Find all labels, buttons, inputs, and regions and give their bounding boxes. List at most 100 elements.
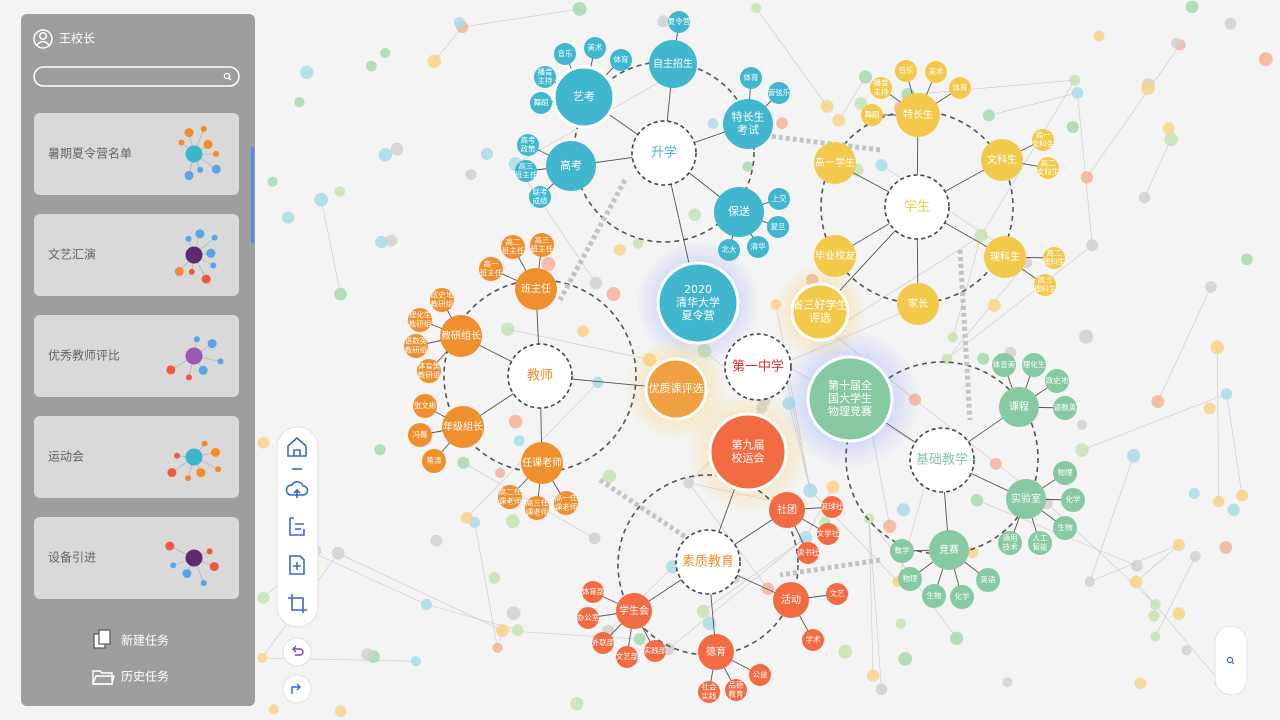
graph-node[interactable]: 高一学生: [814, 142, 856, 184]
zoom-search-button[interactable]: [1226, 656, 1235, 665]
graph-node[interactable]: 理科生: [984, 236, 1026, 278]
graph-node[interactable]: 物理: [1053, 461, 1077, 485]
graph-node[interactable]: 蒋涛: [422, 449, 446, 473]
graph-node[interactable]: 北大: [718, 239, 740, 261]
graph-node[interactable]: 篮球社: [821, 496, 844, 518]
graph-node[interactable]: 办公室: [577, 607, 600, 629]
add-file-button[interactable]: [289, 555, 305, 575]
graph-node[interactable]: 文科生: [981, 139, 1023, 181]
graph-node[interactable]: 音乐: [554, 43, 576, 65]
hub-node[interactable]: 素质教育: [675, 529, 741, 595]
graph-node[interactable]: 体育: [610, 49, 632, 71]
graph-node[interactable]: 化学: [950, 585, 974, 609]
graph-node[interactable]: 理化生: [1022, 353, 1046, 377]
graph-node[interactable]: 体育: [740, 67, 762, 89]
task-card[interactable]: 运动会: [34, 416, 239, 498]
graph-node[interactable]: 文艺: [826, 583, 848, 605]
graph-node[interactable]: 化学: [1061, 488, 1085, 512]
hub-node[interactable]: 学生: [884, 174, 950, 240]
crop-button[interactable]: [288, 594, 307, 613]
graph-node[interactable]: 课程: [999, 387, 1039, 427]
task-card[interactable]: 文艺汇演: [34, 214, 239, 296]
hub-node[interactable]: 升学: [631, 120, 697, 186]
document-button[interactable]: [289, 517, 305, 536]
new-task[interactable]: 新建任务: [93, 629, 169, 649]
graph-node[interactable]: 数学: [890, 539, 914, 563]
graph-node[interactable]: 教研组长: [440, 315, 482, 357]
task-card[interactable]: 设备引进: [34, 517, 239, 599]
graph-node[interactable]: 体音美: [992, 353, 1016, 377]
graph-node[interactable]: 毕业校友: [814, 235, 856, 277]
graph-node[interactable]: 社团: [769, 492, 805, 528]
graph-node[interactable]: 读书社: [797, 542, 820, 564]
graph-node[interactable]: 德育: [698, 634, 734, 670]
graph-node[interactable]: 复旦: [767, 216, 789, 238]
graph-node[interactable]: 语数英: [1053, 396, 1077, 420]
graph-node[interactable]: 公益: [749, 664, 771, 686]
graph-node[interactable]: 自主招生: [649, 40, 697, 88]
graph-node[interactable]: 活动: [773, 582, 809, 618]
graph-node[interactable]: 学生会: [616, 593, 652, 629]
graph-node[interactable]: 文艺部: [616, 646, 639, 668]
graph-node[interactable]: 夏令营: [668, 11, 691, 33]
undo-button[interactable]: [282, 637, 312, 667]
graph-node[interactable]: 生物: [922, 584, 946, 608]
graph-node[interactable]: 特长生: [896, 93, 940, 137]
hub-node[interactable]: 教师: [507, 343, 573, 409]
graph-node[interactable]: 学术: [802, 629, 824, 651]
graph-node[interactable]: 音乐: [895, 60, 917, 82]
graph-node[interactable]: 美术: [925, 61, 947, 83]
graph-node[interactable]: 外联部: [592, 632, 615, 654]
graph-node[interactable]: 实践部: [644, 640, 667, 662]
graph-node[interactable]: 保送: [714, 187, 764, 237]
history-task[interactable]: 历史任务: [91, 669, 169, 685]
graph-node[interactable]: 任课老师: [521, 442, 563, 484]
graph-node[interactable]: 舞蹈: [530, 92, 552, 114]
graph-node[interactable]: 体育: [949, 77, 971, 99]
search-icon[interactable]: [223, 72, 232, 81]
scrollbar[interactable]: [251, 147, 254, 243]
graph-node[interactable]: 竞赛: [929, 530, 969, 570]
graph-node[interactable]: 政史地: [1045, 369, 1069, 393]
upload-button[interactable]: [285, 481, 309, 498]
hub-node[interactable]: 基础教学: [909, 427, 975, 493]
graph-node[interactable]: 美术: [584, 37, 606, 59]
graph-node[interactable]: 优质课评选: [644, 357, 708, 421]
graph-node[interactable]: 清华: [747, 236, 769, 258]
task-card[interactable]: 暑期夏令营名单: [34, 113, 239, 195]
graph-node[interactable]: 生物: [1053, 516, 1077, 540]
redo-button[interactable]: [282, 674, 312, 704]
graph-node[interactable]: 英语: [976, 568, 1000, 592]
graph-node[interactable]: 家长: [897, 283, 939, 325]
graph-node[interactable]: 上交: [768, 188, 790, 210]
search-input[interactable]: [33, 66, 240, 87]
hub-node[interactable]: 第一中学: [724, 333, 792, 401]
graph-node[interactable]: 艺考: [552, 65, 616, 129]
graph-node[interactable]: 物理: [898, 567, 922, 591]
graph-node[interactable]: 年级组长: [442, 406, 484, 448]
graph-node[interactable]: 高考: [546, 141, 596, 191]
